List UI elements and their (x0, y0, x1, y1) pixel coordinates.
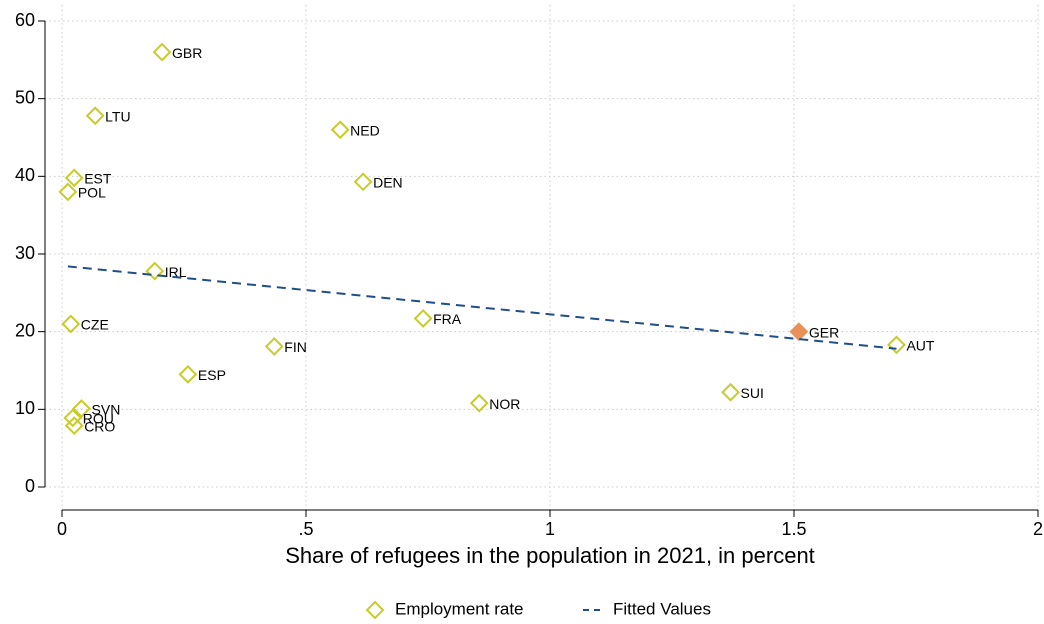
point (58, 182, 78, 202)
point-label: LTU (105, 108, 130, 124)
x-tick-label: 2 (1033, 519, 1043, 539)
point (85, 106, 105, 126)
legend-label: Fitted Values (613, 599, 711, 618)
legend-label: Employment rate (395, 599, 524, 618)
x-tick-label: 1.5 (781, 519, 806, 539)
point (152, 42, 172, 62)
point (887, 335, 906, 355)
point (721, 382, 740, 402)
point (413, 309, 433, 328)
y-tick-label: 20 (15, 320, 35, 340)
point (353, 172, 373, 192)
point (145, 261, 165, 281)
point-label: CZE (81, 317, 109, 333)
x-axis-title: Share of refugees in the population in 2… (285, 543, 815, 568)
point-label: NOR (489, 396, 520, 412)
point (789, 322, 809, 342)
point-label: FRA (433, 311, 462, 327)
y-tick-label: 10 (15, 398, 35, 418)
point-label: GBR (172, 45, 202, 61)
point (178, 364, 198, 384)
y-tick-label: 40 (15, 165, 35, 185)
point-label: NED (350, 122, 380, 138)
point-label: SUI (741, 385, 764, 401)
point-label: DEN (373, 174, 403, 190)
fit-line (67, 265, 897, 350)
legend-marker (365, 600, 385, 620)
y-tick-label: 30 (15, 243, 35, 263)
point-label: ESP (198, 367, 226, 383)
point (61, 314, 81, 334)
point-label: FIN (284, 339, 307, 355)
point-label: SVN (92, 401, 121, 417)
point (264, 337, 284, 356)
point-label: AUT (906, 338, 934, 354)
point (63, 408, 83, 428)
point (330, 120, 350, 140)
point-label: IRL (165, 264, 187, 280)
x-tick-label: 0 (57, 519, 67, 539)
y-tick-label: 60 (15, 10, 35, 30)
y-tick-label: 0 (25, 476, 35, 496)
x-tick-label: 1 (545, 519, 555, 539)
point (64, 168, 84, 188)
point-label: GER (809, 324, 839, 340)
point (64, 416, 84, 436)
point-label: CRO (84, 418, 115, 434)
y-tick-label: 50 (15, 87, 35, 107)
point-label: EST (84, 171, 112, 187)
point-label: ROU (83, 411, 114, 427)
point (72, 399, 91, 418)
point (469, 393, 489, 413)
point-label: POL (78, 185, 106, 201)
x-tick-label: .5 (298, 519, 313, 539)
